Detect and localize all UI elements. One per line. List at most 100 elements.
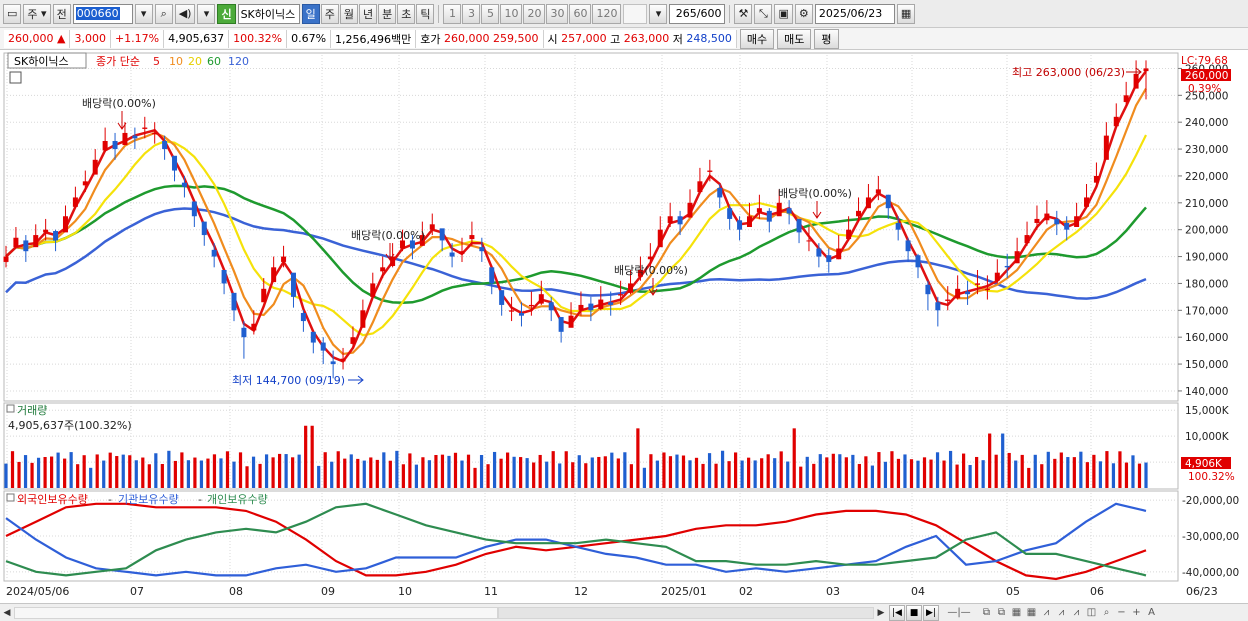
candle-body — [1054, 218, 1060, 225]
chart-area[interactable]: 140,000 150,000 160,000 170,000 180,000 190,0… — [0, 51, 1248, 603]
volume-bar — [232, 461, 236, 488]
scroll-track[interactable] — [14, 606, 498, 619]
period-type-select[interactable]: 주 ▾ — [23, 3, 51, 24]
chart-tools-icon[interactable]: ⚒ — [734, 3, 753, 24]
period-button[interactable]: 월 — [339, 3, 358, 24]
zoom-out-icon[interactable]: − — [1117, 607, 1126, 618]
sell-button[interactable]: 매도 — [777, 28, 812, 49]
pane-toggle-icon[interactable] — [6, 493, 15, 502]
chart-svg[interactable]: 140,000 150,000 160,000 170,000 180,000 190,0… — [0, 51, 1248, 603]
chart-icon[interactable]: ⩘ — [1073, 607, 1080, 618]
grid-icon[interactable]: ▦ — [1026, 607, 1037, 618]
save-icon[interactable]: ▣ — [774, 3, 793, 24]
stock-code-value: 000660 — [75, 7, 120, 20]
candle-body — [667, 216, 673, 223]
scroll-left-icon[interactable]: ◀ — [3, 607, 11, 618]
speaker-dropdown-icon[interactable]: ▾ — [197, 3, 216, 24]
draw-line-icon[interactable]: ⤡ — [754, 3, 773, 24]
layout-icon[interactable]: ⧉ — [997, 607, 1006, 618]
period-type-label: 주 — [27, 7, 38, 21]
first-icon[interactable]: |◀ — [889, 604, 905, 621]
interval-button[interactable]: 30 — [546, 3, 569, 24]
bar-count-field[interactable]: 265/600 — [669, 3, 726, 24]
volume-bar — [564, 451, 568, 488]
volume-bar — [584, 463, 588, 488]
magnify-icon[interactable]: ⌕ — [1103, 607, 1110, 618]
ask-label: 호가 — [420, 32, 441, 46]
volume-bar — [434, 454, 438, 488]
stop-icon[interactable]: ■ — [906, 604, 922, 621]
candle-body — [499, 290, 505, 305]
period-button[interactable]: 분 — [378, 3, 397, 24]
code-dropdown-icon[interactable]: ▾ — [134, 3, 153, 24]
y-tick-label: 220,000 — [1185, 171, 1228, 183]
stock-code-input[interactable]: 000660 — [72, 3, 133, 24]
price-change: 3,000 — [70, 29, 111, 48]
period-button[interactable]: 일 — [301, 3, 320, 24]
eval-button[interactable]: 평 — [814, 28, 839, 49]
candle-body — [974, 283, 980, 285]
volume-bar — [994, 454, 998, 488]
last-icon[interactable]: ▶| — [923, 604, 939, 621]
camera-icon[interactable]: ◫ — [1086, 607, 1097, 618]
candlesticks — [3, 60, 1149, 379]
interval-button[interactable]: 60 — [569, 3, 592, 24]
volume-bar — [382, 452, 386, 488]
zoom-in-icon[interactable]: + — [1132, 607, 1141, 618]
volume-bar — [720, 450, 725, 488]
volume-bar — [356, 458, 360, 488]
date-field[interactable]: 2025/06/23 — [814, 3, 895, 24]
candle-body — [390, 256, 396, 266]
prev-button[interactable]: 전 — [52, 3, 71, 24]
y-tick-label: 170,000 — [1185, 305, 1228, 317]
volume-pane — [3, 402, 1179, 490]
volume-bar — [532, 462, 536, 488]
layout-icon[interactable]: ⧉ — [982, 607, 991, 618]
period-button[interactable]: 틱 — [416, 3, 435, 24]
interval-button[interactable]: 1 — [443, 3, 462, 24]
font-size-icon[interactable]: A — [1148, 607, 1155, 618]
grid-icon[interactable]: ▦ — [1011, 607, 1022, 618]
calculator-icon[interactable] — [9, 71, 22, 84]
candle-body — [865, 197, 871, 209]
new-badge-button[interactable]: 신 — [217, 3, 236, 24]
candle-body — [856, 210, 862, 217]
legend-name-box[interactable] — [7, 52, 87, 69]
interval-button[interactable]: 5 — [481, 3, 500, 24]
y-tick-label: 180,000 — [1185, 278, 1228, 290]
period-button[interactable]: 주 — [320, 3, 339, 24]
gear-icon[interactable]: ⚙ — [794, 3, 813, 24]
interval-button[interactable]: 20 — [523, 3, 546, 24]
x-tick-label: 10 — [398, 585, 412, 598]
window-icon[interactable]: ▭ — [3, 3, 22, 24]
volume-bar — [134, 460, 138, 488]
pane-toggle-icon[interactable] — [6, 404, 15, 413]
legend-ma120: 120 — [228, 55, 249, 68]
candle-body — [201, 221, 207, 236]
candle-body — [330, 361, 336, 365]
speaker-icon[interactable]: ◀) — [174, 3, 196, 24]
candle-body — [439, 228, 445, 241]
volume-bar — [330, 461, 334, 488]
volume-bar — [890, 451, 894, 488]
chart-icon[interactable]: ⩘ — [1043, 607, 1050, 618]
buy-button[interactable]: 매수 — [739, 28, 775, 49]
chart-scrollbar[interactable]: ◀ ▶ |◀ ■ ▶| —|— ⧉ ⧉ ▦ ▦ ⩘ ⩘ ⩘ ◫ ⌕ − + A — [0, 603, 1248, 621]
chart-icon[interactable]: ⩘ — [1058, 607, 1065, 618]
volume-bar — [310, 425, 314, 488]
volume-bar — [1092, 454, 1096, 488]
search-icon[interactable]: ⌕ — [154, 3, 173, 24]
interval-input[interactable] — [623, 3, 648, 24]
interval-button[interactable]: 120 — [592, 3, 622, 24]
calendar-icon[interactable]: ▦ — [896, 3, 916, 24]
interval-dropdown-icon[interactable]: ▾ — [649, 3, 668, 24]
interval-button[interactable]: 3 — [462, 3, 481, 24]
zoom-slider[interactable]: —|— — [947, 607, 971, 618]
legend-foreign: 외국인보유수량 — [17, 493, 88, 506]
volume-bar — [147, 464, 151, 488]
interval-button[interactable]: 10 — [500, 3, 523, 24]
scroll-thumb[interactable] — [498, 606, 874, 619]
scroll-right-icon[interactable]: ▶ — [877, 607, 885, 618]
period-button[interactable]: 초 — [397, 3, 416, 24]
period-button[interactable]: 년 — [358, 3, 378, 24]
